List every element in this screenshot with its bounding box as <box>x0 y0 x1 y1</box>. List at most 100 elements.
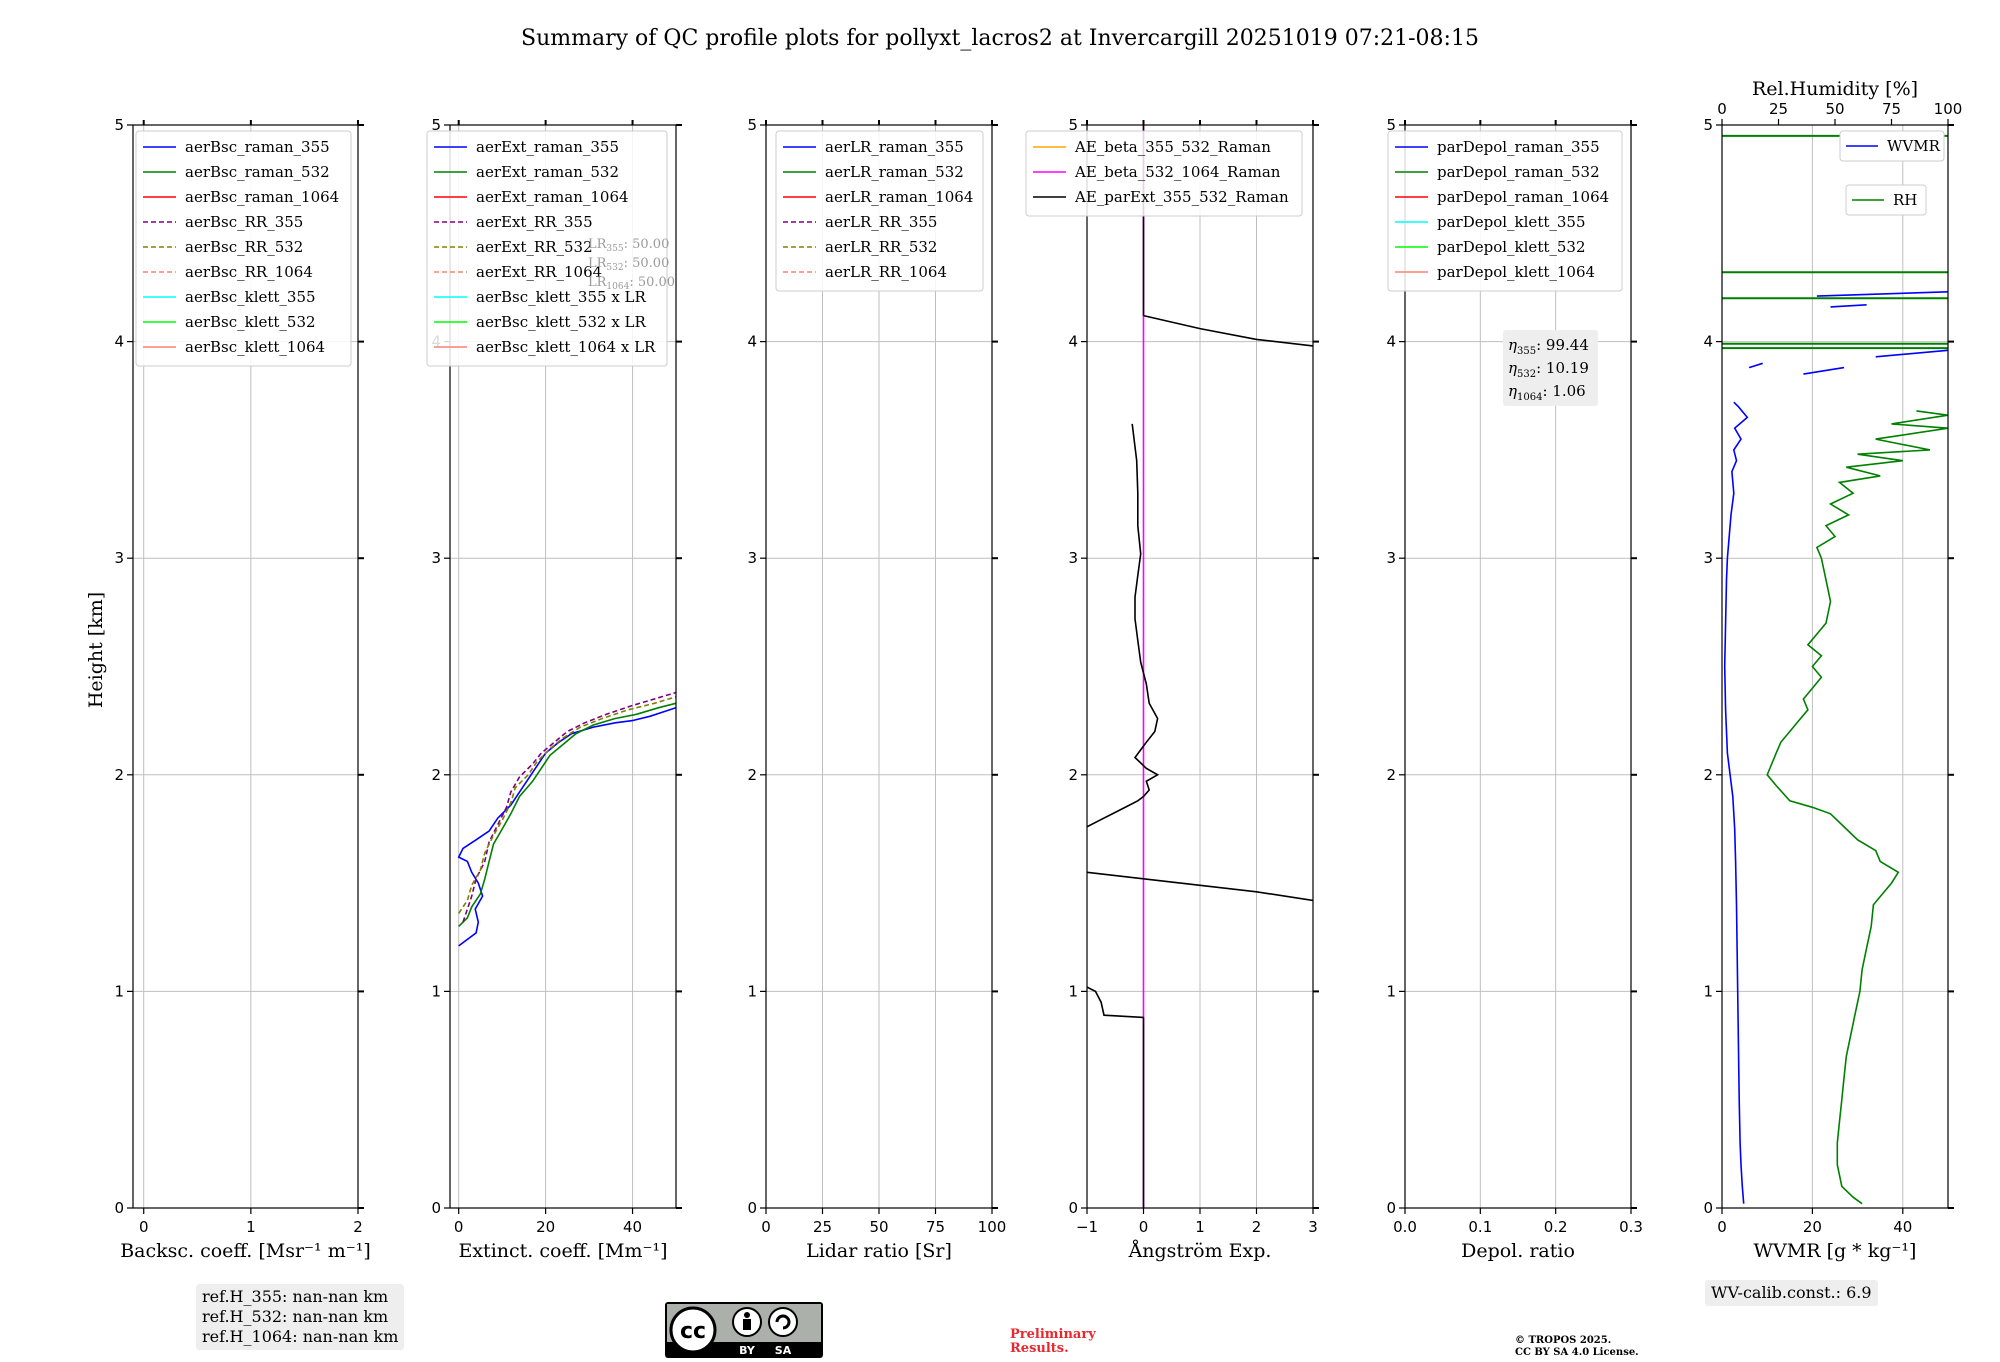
legend-label: aerLR_raman_355 <box>825 138 964 156</box>
legend-label: parDepol_klett_532 <box>1437 238 1586 256</box>
legend-depol: parDepol_raman_355 parDepol_raman_532 parD… <box>1387 130 1623 292</box>
legend-label: aerExt_RR_1064 <box>476 263 602 281</box>
x-axis-label: Ångström Exp. <box>1128 1240 1272 1262</box>
cc-icon <box>669 1306 717 1354</box>
series-group <box>457 691 676 947</box>
y-tick-label: 3 <box>1703 549 1713 567</box>
legend-label: parDepol_raman_1064 <box>1437 188 1609 206</box>
y-tick-label: 0 <box>747 1199 757 1217</box>
legend-frame <box>1845 184 1927 216</box>
wv-calib-const: WV-calib.const.: 6.9 <box>1711 1283 1872 1302</box>
legend-label: aerBsc_RR_532 <box>185 238 303 256</box>
legend-label: AE_parExt_355_532_Raman <box>1074 188 1289 206</box>
x-tick-label: 0.1 <box>1468 1218 1492 1236</box>
legend-label: parDepol_klett_355 <box>1437 213 1586 231</box>
legend-label: WVMR <box>1887 137 1941 155</box>
legend-frame <box>775 130 984 292</box>
share-alike-icon <box>768 1307 798 1337</box>
x-tick-label: 20 <box>1803 1218 1822 1236</box>
series-line <box>1723 401 1749 1204</box>
x-tick-label: 100 <box>978 1218 1007 1236</box>
x-tick-label: 20 <box>536 1218 555 1236</box>
figure-title: Summary of QC profile plots for pollyxt_… <box>521 26 1479 51</box>
panel-bsc: 0 1 2 3 4 5 0 1 2 Backsc. coeff. [Msr⁻¹ m⁻¹] aerBs… <box>114 116 370 1262</box>
wvmr-fragment <box>1875 349 1948 358</box>
x-tick-label: 0.2 <box>1544 1218 1568 1236</box>
x-axis-label: Depol. ratio <box>1461 1240 1575 1262</box>
lr-annotation: LR532: 50.00 <box>588 256 669 273</box>
y-tick-label: 3 <box>1068 549 1078 567</box>
y-tick-label: 1 <box>747 982 757 1000</box>
axes-frame <box>132 124 359 1209</box>
y-tick-label: 1 <box>1703 982 1713 1000</box>
y-tick-label: 5 <box>114 116 124 134</box>
y-tick-label: 4 <box>114 333 124 351</box>
x-tick-label: 75 <box>926 1218 945 1236</box>
x-tick-label: 0 <box>454 1218 464 1236</box>
y-tick-label: 1 <box>1068 982 1078 1000</box>
x-tick-label: 50 <box>869 1218 888 1236</box>
series-line <box>462 691 676 923</box>
legend-ext: aerExt_raman_355 aerExt_raman_532 aerExt_r… <box>426 130 668 367</box>
y-tick-label: 5 <box>1068 116 1078 134</box>
legend-label: aerBsc_raman_532 <box>185 163 330 181</box>
legend-lr: aerLR_raman_355 aerLR_raman_532 aerLR_rama… <box>775 130 984 292</box>
series-line <box>1087 986 1144 1019</box>
legend-label: aerBsc_raman_1064 <box>185 188 339 206</box>
legend-label: aerExt_RR_355 <box>476 213 593 231</box>
y-tick-label: 5 <box>431 116 441 134</box>
top-x-tick-label: 50 <box>1825 100 1844 118</box>
legend-rh: RH <box>1845 184 1927 216</box>
legend-wvmr: WVMR <box>1839 130 1945 162</box>
series-line <box>458 702 676 927</box>
legend-label: aerBsc_RR_1064 <box>185 263 313 281</box>
legend-frame <box>135 130 352 367</box>
preliminary-results-note: Preliminary Results. <box>1010 1327 1096 1356</box>
wvmr-fragment <box>1748 362 1763 369</box>
y-tick-label: 3 <box>114 549 124 567</box>
lr-annotations: LR355: 50.00 LR532: 50.00 LR1064: 50.00 <box>588 237 675 292</box>
wv-calibration-box: WV-calib.const.: 6.9 <box>1705 1280 1878 1306</box>
legend-bsc: aerBsc_raman_355 aerBsc_raman_532 aerBsc_r… <box>135 130 352 367</box>
y-tick-label: 2 <box>1386 766 1396 784</box>
x-tick-label: 25 <box>813 1218 832 1236</box>
legend-label: parDepol_klett_1064 <box>1437 263 1595 281</box>
legend-label: aerExt_raman_1064 <box>476 188 629 206</box>
y-tick-label: 0 <box>1386 1199 1396 1217</box>
y-tick-label: 0 <box>431 1199 441 1217</box>
x-tick-label: 0 <box>761 1218 771 1236</box>
cc-license-badge: cc BY SA <box>665 1302 823 1358</box>
rh-series-line <box>1766 410 1948 1205</box>
series-group <box>1722 134 1948 1205</box>
ref-h-355: ref.H_355: nan-nan km <box>202 1287 389 1306</box>
y-tick-label: 2 <box>114 766 124 784</box>
svg-text:cc: cc <box>680 1319 706 1344</box>
legend-label: aerBsc_klett_532 x LR <box>476 313 647 331</box>
y-tick-label: 0 <box>114 1199 124 1217</box>
legend-label: aerExt_raman_532 <box>476 163 619 181</box>
legend-label: aerLR_RR_1064 <box>825 263 947 281</box>
x-tick-label: 0 <box>1717 1218 1727 1236</box>
x-tick-label: 0 <box>1139 1218 1149 1236</box>
panel-ext: 01234502040Extinct. coeff. [Mm⁻¹]aerExt_… <box>426 116 682 1262</box>
x-axis-label: Lidar ratio [Sr] <box>806 1240 952 1262</box>
svg-text:SA: SA <box>775 1344 792 1357</box>
series-line <box>458 696 676 914</box>
series-line <box>1143 314 1313 347</box>
legend-label: aerLR_raman_532 <box>825 163 964 181</box>
x-tick-label: 1 <box>246 1218 256 1236</box>
legend-frame <box>1387 130 1623 292</box>
legend-label: parDepol_raman_355 <box>1437 138 1600 156</box>
top-x-tick-label: 75 <box>1882 100 1901 118</box>
x-axis-label: WVMR [g * kg⁻¹] <box>1754 1240 1917 1262</box>
legend-ae: AE_beta_355_532_Raman AE_beta_532_1064_Ra… <box>1025 130 1303 217</box>
x-tick-label: 2 <box>353 1218 363 1236</box>
y-tick-label: 4 <box>747 333 757 351</box>
y-tick-label: 0 <box>1068 1199 1078 1217</box>
legend-label: aerBsc_RR_355 <box>185 213 303 231</box>
